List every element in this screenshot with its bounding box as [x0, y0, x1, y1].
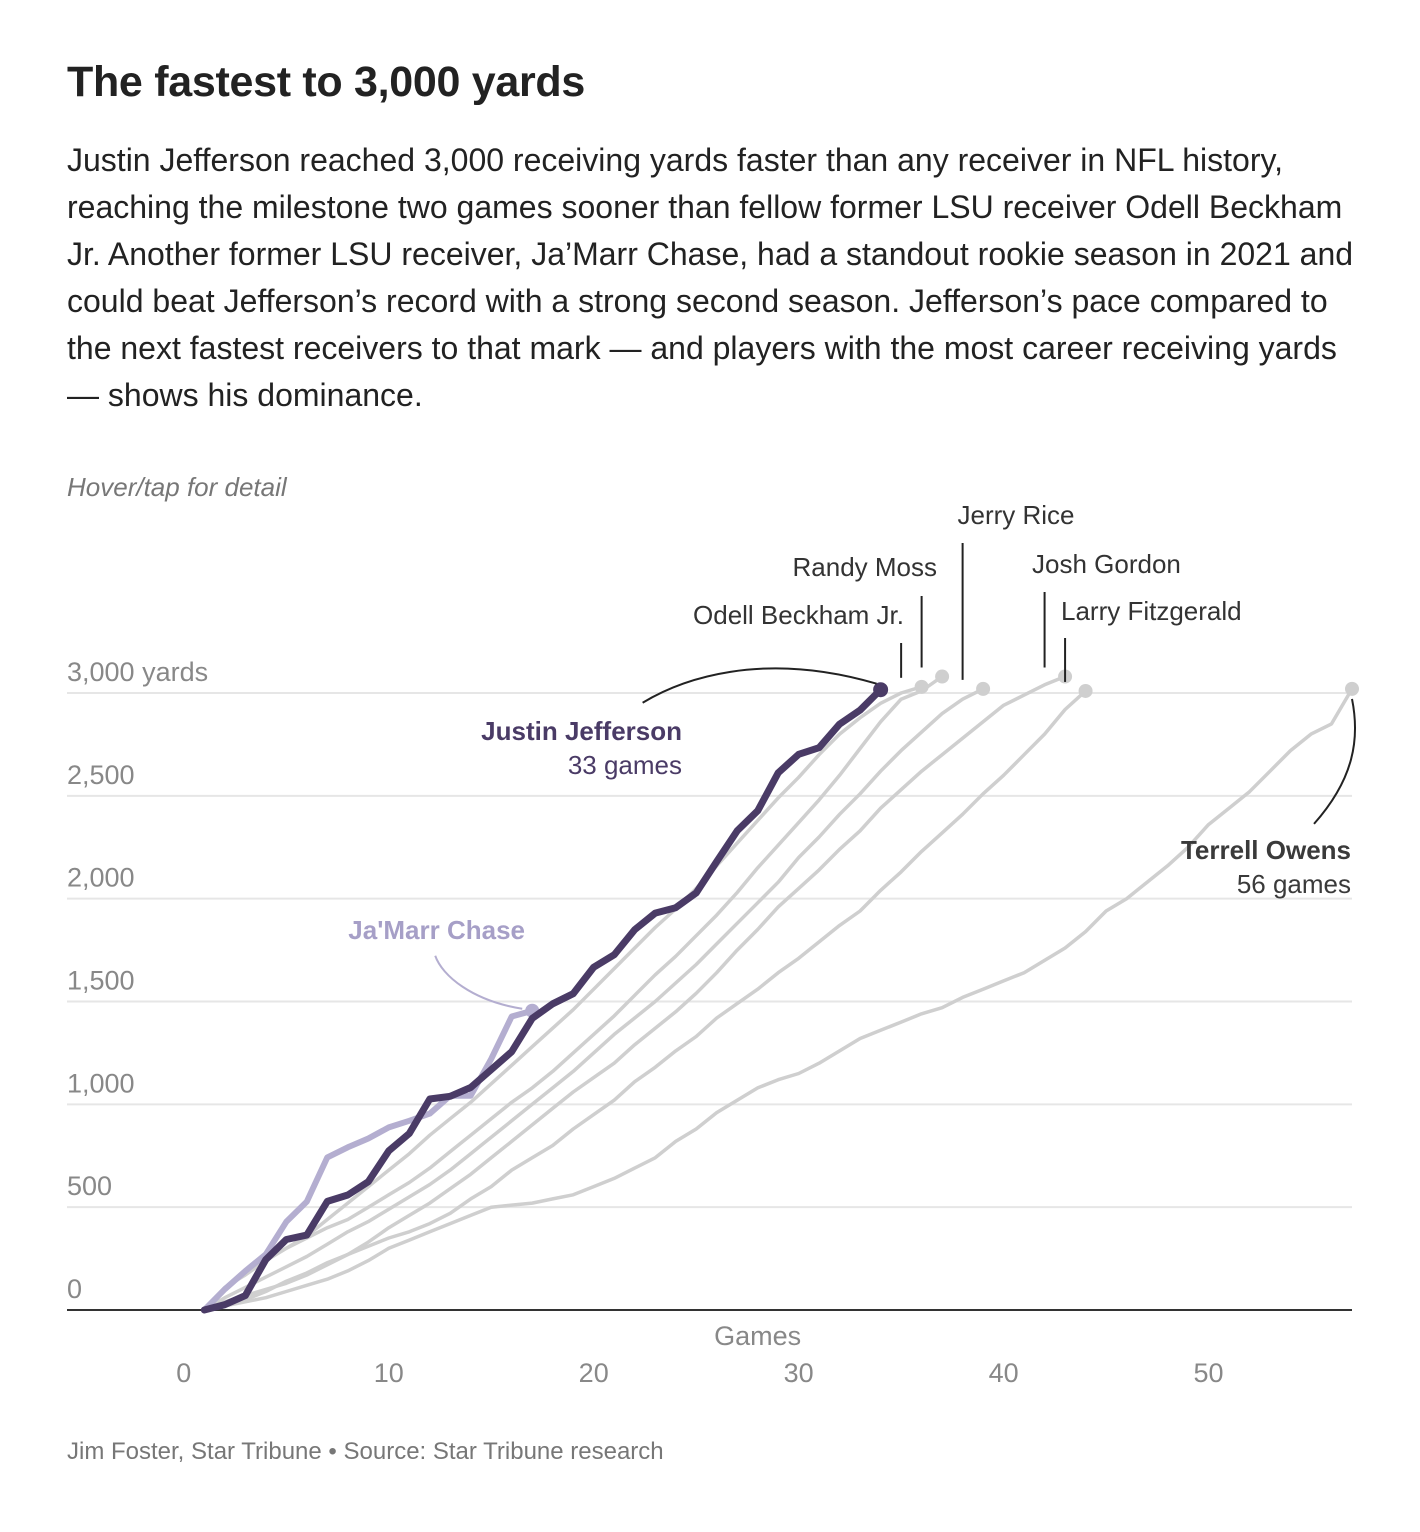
x-axis-labels: 0 10 20 30 40 50 [176, 1358, 1223, 1388]
line-chart[interactable]: 0 500 1,000 1,500 2,000 2,500 3,000 yards 0 10 2… [0, 0, 1420, 1420]
x-tick-label: 50 [1194, 1358, 1224, 1388]
y-tick-label: 500 [67, 1171, 112, 1201]
end-point-larry-fitzgerald[interactable] [1078, 683, 1093, 698]
y-tick-label: 1,000 [67, 1068, 135, 1098]
series-labels: Justin Jefferson 33 games Ja'Marr Chase … [348, 500, 1351, 945]
x-tick-label: 40 [989, 1358, 1019, 1388]
label-jerry-rice: Jerry Rice [957, 500, 1074, 530]
leader-chase [434, 955, 523, 1010]
label-randy-moss: Randy Moss [793, 552, 938, 582]
chart-title: The fastest to 3,000 yards [67, 58, 585, 106]
end-point-jerry-rice[interactable] [976, 681, 991, 696]
source-credit: Jim Foster, Star Tribune • Source: Star … [67, 1438, 664, 1465]
series-line-terrell-owens[interactable] [202, 687, 1354, 1312]
series-line-jerry-rice[interactable] [202, 687, 985, 1312]
end-point-randy-moss[interactable] [935, 669, 950, 684]
y-tick-label: 2,500 [67, 760, 135, 790]
label-larry-fitzgerald: Larry Fitzgerald [1061, 596, 1242, 626]
label-justin-jefferson-games: 33 games [568, 750, 682, 780]
end-point-terrell-owens[interactable] [1345, 681, 1359, 696]
y-axis-labels: 0 500 1,000 1,500 2,000 2,500 3,000 yards [67, 657, 208, 1304]
label-terrell-owens-games: 56 games [1237, 869, 1351, 899]
hover-hint: Hover/tap for detail [67, 472, 287, 502]
label-odell-beckham: Odell Beckham Jr. [693, 600, 904, 630]
series-line-randy-moss[interactable] [202, 674, 944, 1312]
series-line-josh-gordon[interactable] [202, 674, 1067, 1312]
series-line-odell-beckham-jr[interactable] [202, 685, 924, 1312]
label-josh-gordon: Josh Gordon [1032, 549, 1181, 579]
chart-subtitle: Justin Jefferson reached 3,000 receiving… [67, 142, 1354, 413]
x-axis-title: Games [714, 1321, 801, 1351]
series-line-ja-marr-chase[interactable] [201, 1007, 536, 1313]
label-justin-jefferson: Justin Jefferson [481, 716, 682, 746]
end-point-justin-jefferson[interactable] [873, 682, 889, 698]
y-tick-label: 2,000 [67, 863, 135, 893]
y-tick-label: 1,500 [67, 966, 135, 996]
leader-owens [1313, 698, 1357, 825]
x-tick-label: 30 [784, 1358, 814, 1388]
leader-jefferson [642, 667, 877, 704]
x-tick-label: 0 [176, 1358, 191, 1388]
y-tick-label: 3,000 yards [67, 657, 208, 687]
label-leader-lines [434, 543, 1357, 1010]
series-lines[interactable] [200, 669, 1359, 1314]
series-line-justin-jefferson[interactable] [200, 686, 885, 1314]
y-tick-label: 0 [67, 1274, 82, 1304]
end-point-odell-beckham-jr[interactable] [914, 679, 929, 694]
label-jamarr-chase: Ja'Marr Chase [348, 915, 525, 945]
x-tick-label: 10 [374, 1358, 404, 1388]
grid-lines [67, 692, 1352, 1209]
x-tick-label: 20 [579, 1358, 609, 1388]
label-terrell-owens: Terrell Owens [1181, 835, 1351, 865]
